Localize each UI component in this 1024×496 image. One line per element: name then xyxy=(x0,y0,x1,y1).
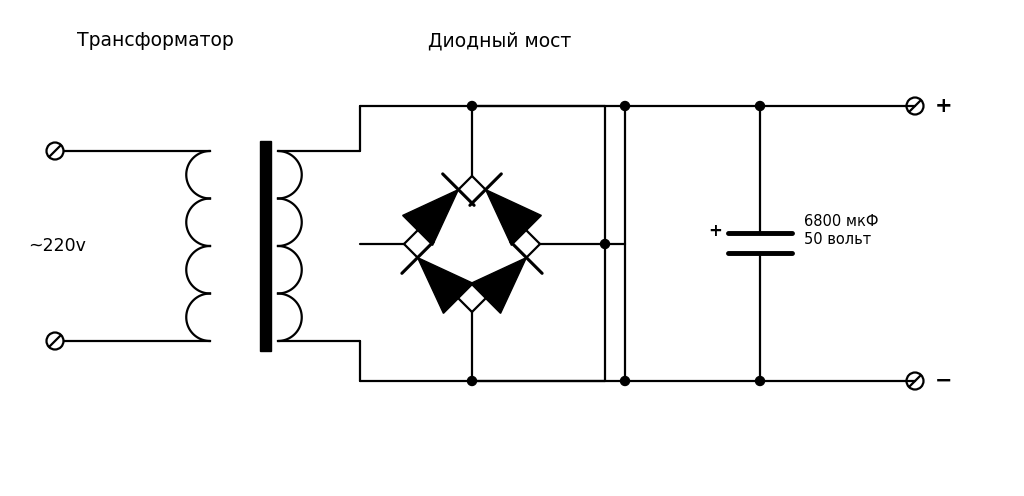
Text: ~220v: ~220v xyxy=(28,237,86,255)
Text: Трансформатор: Трансформатор xyxy=(77,32,233,51)
Circle shape xyxy=(621,376,630,385)
Text: +: + xyxy=(708,223,722,241)
Polygon shape xyxy=(471,257,526,313)
Circle shape xyxy=(756,102,765,111)
Circle shape xyxy=(621,102,630,111)
Bar xyxy=(259,141,270,351)
Circle shape xyxy=(468,102,476,111)
Circle shape xyxy=(756,376,765,385)
Polygon shape xyxy=(418,257,473,313)
Circle shape xyxy=(600,240,609,248)
Circle shape xyxy=(468,376,476,385)
Text: Диодный мост: Диодный мост xyxy=(428,32,571,51)
Polygon shape xyxy=(402,189,459,246)
Polygon shape xyxy=(485,189,542,246)
Text: 6800 мкФ
50 вольт: 6800 мкФ 50 вольт xyxy=(804,214,879,247)
Text: −: − xyxy=(935,371,952,391)
Text: +: + xyxy=(935,96,952,116)
